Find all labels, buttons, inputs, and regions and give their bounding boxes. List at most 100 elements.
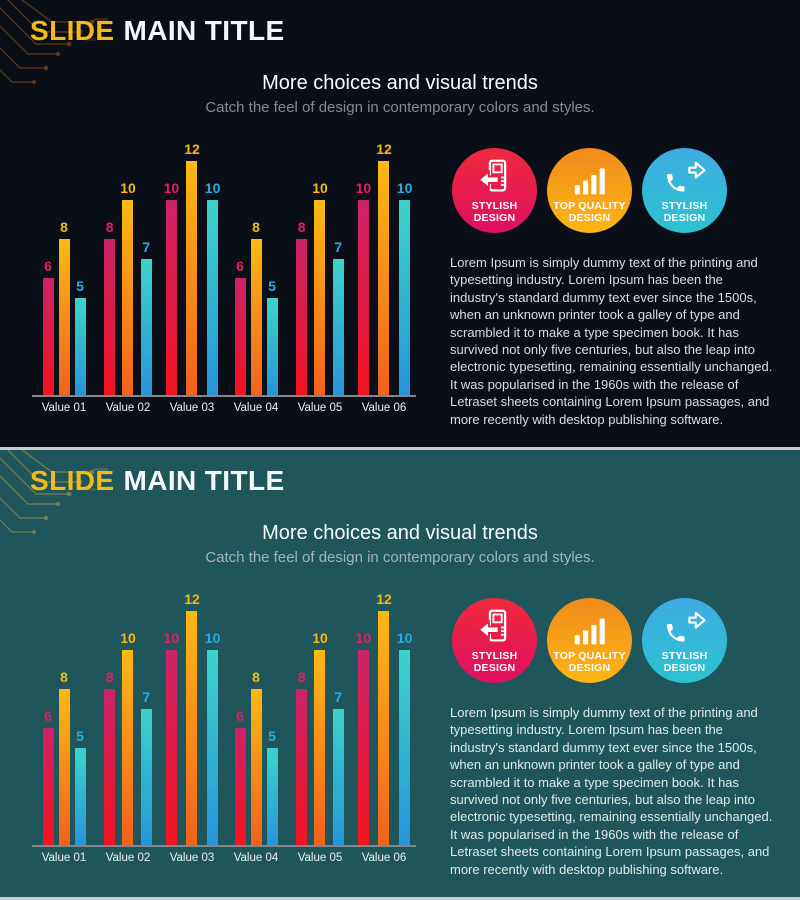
title-accent-word: SLIDE (30, 465, 115, 496)
badge-label-line2: DESIGN (473, 662, 516, 674)
category-label: Value 05 (297, 402, 343, 414)
bar-item: 7 (332, 238, 344, 395)
bar-item: 10 (163, 180, 180, 395)
bar-cyan (266, 747, 278, 845)
bar-item: 6 (234, 258, 246, 395)
badge-label-line1: STYLISH (661, 199, 708, 212)
badge-stylish-design: STYLISH DESIGN (452, 148, 537, 233)
bar-value-label: 7 (142, 238, 151, 255)
bar-value-label: 7 (142, 688, 151, 705)
device-arrow-icon (476, 157, 513, 195)
bar-yellow (314, 200, 326, 395)
section-heading: More choices and visual trends (262, 522, 538, 544)
slide-2-teal: SLIDE MAIN TITLE More choices and visual … (0, 450, 800, 897)
bar-group: 6 8 5 (32, 219, 96, 395)
bar-cyan (266, 297, 278, 395)
badge-label-line2: DESIGN (568, 662, 611, 674)
bar-cyan (140, 258, 152, 395)
bar-item: 5 (266, 728, 278, 845)
bar-item: 8 (250, 219, 262, 395)
category-label: Value 05 (297, 852, 343, 864)
bar-item: 8 (296, 669, 308, 845)
bar-item: 10 (120, 180, 136, 395)
bar-value-label: 6 (236, 708, 244, 724)
bar-value-label: 12 (184, 591, 200, 607)
badge-label: STYLISH DESIGN (662, 650, 708, 675)
bar-yellow (58, 239, 70, 395)
badge-stylish-design-2: STYLISH DESIGN (642, 148, 727, 233)
bar-item: 8 (104, 219, 116, 395)
category-label: Value 03 (169, 402, 215, 414)
bar-group: 8 10 7 (96, 180, 160, 395)
slide-separator (0, 897, 800, 900)
category-label: Value 01 (41, 402, 87, 414)
bar-item: 7 (140, 238, 152, 395)
badge-label: STYLISH DESIGN (472, 650, 518, 675)
bar-item: 12 (184, 591, 200, 845)
device-arrow-icon (476, 607, 513, 645)
bar-pink (104, 689, 116, 845)
bar-value-label: 8 (297, 669, 306, 685)
category-label: Value 04 (233, 852, 279, 864)
bar-cyan (74, 297, 86, 395)
bar-cyan (399, 650, 411, 845)
bar-value-label: 10 (396, 630, 413, 646)
badge-row: STYLISH DESIGN TOP QUA (452, 148, 727, 233)
bar-pink (357, 650, 369, 845)
bar-yellow (186, 161, 198, 395)
bar-yellow (314, 650, 326, 845)
bar-pink (42, 728, 54, 845)
bar-chart: 6 8 5 8 10 7 10 12 10 6 8 5 8 10 7 10 12 10 Value 01 Value … (32, 591, 416, 864)
bar-value-label: 10 (163, 180, 180, 196)
bar-group: 8 10 7 (96, 630, 160, 845)
bar-group: 8 10 7 (288, 630, 352, 845)
section-tagline: Catch the feel of design in contemporary… (205, 549, 595, 566)
bar-item: 12 (376, 141, 392, 395)
bar-item: 8 (58, 669, 70, 845)
bar-value-label: 10 (163, 630, 180, 646)
badge-label-line1: STYLISH (471, 199, 518, 212)
bar-item: 10 (205, 180, 220, 395)
badge-label: TOP QUALITY DESIGN (553, 200, 625, 225)
bar-item: 10 (355, 630, 372, 845)
bar-item: 6 (42, 708, 54, 845)
bar-value-label: 10 (120, 630, 136, 646)
badge-stylish-design: STYLISH DESIGN (452, 598, 537, 683)
bar-item: 8 (104, 669, 116, 845)
section-heading: More choices and visual trends (262, 72, 538, 94)
bar-pink (296, 239, 308, 395)
bar-value-label: 10 (120, 180, 136, 196)
bar-item: 10 (163, 630, 180, 845)
badge-label-line2: DESIGN (568, 212, 611, 224)
badge-label-line2: DESIGN (663, 212, 706, 224)
bar-group: 6 8 5 (224, 219, 288, 395)
category-label: Value 06 (361, 402, 407, 414)
bar-item: 6 (42, 258, 54, 395)
x-axis-line (32, 395, 416, 397)
bar-cyan (332, 258, 344, 395)
bar-item: 12 (184, 141, 200, 395)
bar-yellow (250, 239, 262, 395)
bar-value-label: 5 (76, 727, 84, 744)
bar-value-label: 10 (355, 630, 372, 646)
page-title: SLIDE MAIN TITLE (30, 465, 285, 497)
badge-label-line2: DESIGN (473, 212, 516, 224)
bar-value-label: 7 (334, 238, 343, 255)
bar-chart: 6 8 5 8 10 7 10 12 10 6 8 5 8 10 7 10 12 10 Value 01 Value … (32, 141, 416, 414)
bar-pink (42, 278, 54, 395)
phone-forward-icon (662, 607, 707, 645)
bar-item: 12 (376, 591, 392, 845)
bar-value-label: 10 (355, 180, 372, 196)
bar-item: 7 (140, 688, 152, 845)
bar-item: 7 (332, 688, 344, 845)
phone-forward-icon (662, 157, 707, 195)
bar-value-label: 7 (334, 688, 343, 705)
bar-cyan (399, 200, 411, 395)
body-paragraph: Lorem Ipsum is simply dummy text of the … (450, 255, 773, 427)
bar-item: 5 (266, 278, 278, 395)
badge-row: STYLISH DESIGN TOP QUA (452, 598, 727, 683)
bar-pink (234, 278, 246, 395)
bar-item: 6 (234, 708, 246, 845)
bar-item: 10 (312, 630, 328, 845)
bar-cyan (74, 747, 86, 845)
